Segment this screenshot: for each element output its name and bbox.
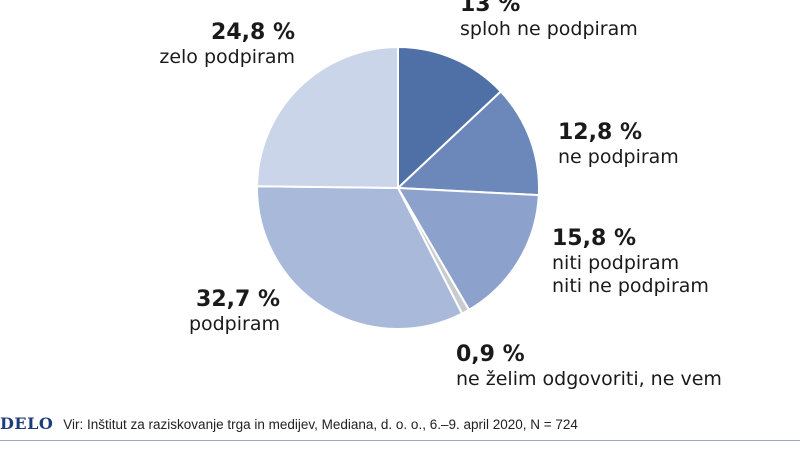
pct-label: 0,9 % <box>456 342 525 367</box>
footer: DELO Vir: Inštitut za raziskovanje trga i… <box>0 410 800 438</box>
label-podpiram: 32,7 % podpiram <box>158 287 280 336</box>
category-label: podpiram <box>188 313 280 336</box>
pct-label: 15,8 % <box>552 226 636 251</box>
label-ne-podpiram: 12,8 % ne podpiram <box>558 120 679 169</box>
category-label: ne podpiram <box>558 146 679 169</box>
footer-divider <box>0 440 800 441</box>
pie-slice-4 <box>256 185 464 330</box>
category-label: sploh ne podpiram <box>460 18 638 41</box>
brand-logo: DELO <box>0 414 54 433</box>
pie-slice-0 <box>397 46 502 189</box>
pct-label: 12,8 % <box>558 120 642 145</box>
category-label: zelo podpiram <box>159 46 295 69</box>
label-niti-podpiram-niti-ne-podpiram: 15,8 % niti podpiram niti ne podpiram <box>552 226 709 298</box>
category-label: niti podpiram niti ne podpiram <box>552 252 709 298</box>
pct-label: 32,7 % <box>196 287 280 312</box>
label-zelo-podpiram: 24,8 % zelo podpiram <box>120 20 295 69</box>
pct-label: 24,8 % <box>211 20 295 45</box>
source-note: Vir: Inštitut za raziskovanje trga in me… <box>63 417 578 432</box>
pct-label: 13 % <box>460 0 521 17</box>
category-label: ne želim odgovoriti, ne vem <box>456 368 722 391</box>
label-sploh-ne-podpiram: 13 % sploh ne podpiram <box>460 0 638 41</box>
label-ne-zelim-odgovoriti: 0,9 % ne želim odgovoriti, ne vem <box>456 342 722 391</box>
pie-slice-1 <box>397 90 540 197</box>
pie-slice-5 <box>256 46 399 189</box>
pie-slice-2 <box>397 187 540 311</box>
